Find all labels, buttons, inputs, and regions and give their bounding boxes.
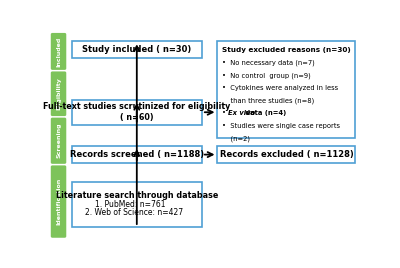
FancyBboxPatch shape	[72, 100, 202, 125]
FancyBboxPatch shape	[51, 72, 66, 116]
Text: •  Cytokines were analyzed in less: • Cytokines were analyzed in less	[222, 85, 338, 91]
Text: Full-text studies scrutinized for eligibility: Full-text studies scrutinized for eligib…	[43, 102, 230, 111]
FancyBboxPatch shape	[218, 41, 355, 138]
FancyBboxPatch shape	[51, 118, 66, 164]
Text: Screening: Screening	[56, 123, 61, 158]
FancyBboxPatch shape	[51, 33, 66, 70]
Text: Included: Included	[56, 36, 61, 66]
Text: Eligibility: Eligibility	[56, 77, 61, 110]
FancyBboxPatch shape	[72, 182, 202, 227]
Text: •  Studies were single case reports: • Studies were single case reports	[222, 123, 340, 129]
Text: Records excluded ( n=1128): Records excluded ( n=1128)	[220, 150, 353, 159]
Text: 1. PubMed: n=761: 1. PubMed: n=761	[95, 200, 166, 209]
Text: 2. Web of Science: n=427: 2. Web of Science: n=427	[85, 208, 183, 217]
Text: Identification: Identification	[56, 178, 61, 225]
Text: Literature search through database: Literature search through database	[56, 191, 218, 200]
Text: Study included ( n=30): Study included ( n=30)	[82, 45, 192, 54]
Text: data (n=4): data (n=4)	[243, 110, 286, 116]
FancyBboxPatch shape	[72, 41, 202, 58]
FancyBboxPatch shape	[72, 146, 202, 163]
Text: Records screened ( n=1188): Records screened ( n=1188)	[70, 150, 204, 159]
FancyBboxPatch shape	[218, 146, 355, 163]
FancyBboxPatch shape	[51, 165, 66, 238]
Text: •  No control  group (n=9): • No control group (n=9)	[222, 72, 311, 79]
Text: Study excluded reasons (n=30): Study excluded reasons (n=30)	[222, 47, 351, 53]
Text: ( n=60): ( n=60)	[120, 113, 154, 122]
Text: than three studies (n=8): than three studies (n=8)	[222, 98, 314, 104]
Text: •: •	[222, 110, 230, 116]
Text: (n=2): (n=2)	[222, 136, 250, 142]
Text: •  No necessary data (n=7): • No necessary data (n=7)	[222, 59, 315, 66]
Text: Ex vivo: Ex vivo	[228, 110, 255, 116]
